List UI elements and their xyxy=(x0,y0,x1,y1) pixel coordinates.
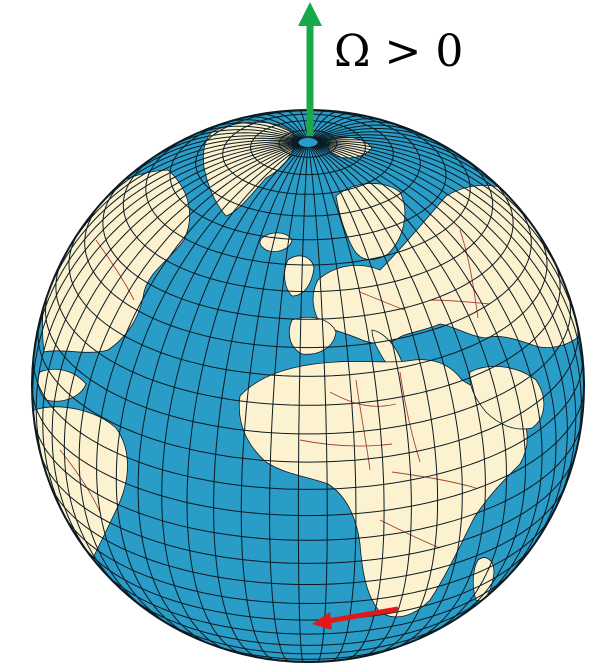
graticule-line xyxy=(297,146,309,662)
graticule-line xyxy=(315,144,527,621)
graticule-line xyxy=(309,146,357,662)
land-arabia xyxy=(469,366,545,430)
land-scandinavia xyxy=(335,183,406,260)
graticule xyxy=(32,110,584,662)
graticule-line xyxy=(308,146,328,662)
graticule-line xyxy=(313,145,463,649)
graticule-line xyxy=(37,322,579,463)
graticule-line xyxy=(49,482,567,585)
graticule-line xyxy=(316,136,516,204)
graticule-line xyxy=(195,110,421,217)
graticule-line xyxy=(311,115,369,139)
graticule-line xyxy=(102,177,514,320)
globe xyxy=(31,109,585,663)
graticule-line xyxy=(240,146,307,661)
graticule-line xyxy=(316,134,490,179)
graticule-line xyxy=(250,120,366,176)
graticule-line xyxy=(145,132,300,164)
graticule-line xyxy=(161,145,304,650)
graticule-line xyxy=(311,146,412,658)
graticule-line xyxy=(84,203,532,349)
graticule-line xyxy=(316,143,557,582)
land-africa xyxy=(238,359,528,618)
graticule-line xyxy=(55,262,561,406)
graticule-line xyxy=(103,571,513,635)
graticule-line xyxy=(278,129,338,158)
motion-arrow xyxy=(312,606,399,630)
graticule-line xyxy=(33,420,583,541)
graticule-line xyxy=(167,129,301,149)
graticule-line xyxy=(62,513,554,605)
rotation-arrow xyxy=(298,2,322,136)
graticule-line xyxy=(35,142,299,483)
graticule-line xyxy=(32,142,299,421)
graticule-line xyxy=(226,119,303,140)
land-eurasia xyxy=(312,185,584,348)
graticule-line xyxy=(122,153,494,293)
graticule-line xyxy=(169,115,447,241)
graticule-line xyxy=(42,143,299,526)
graticule-line xyxy=(162,620,454,655)
graticule-line xyxy=(51,143,300,563)
graticule-line xyxy=(96,144,301,627)
land-british-isles xyxy=(284,255,315,297)
graticule-line xyxy=(243,116,304,139)
graticule-line xyxy=(32,355,584,490)
graticule-line xyxy=(317,142,582,463)
land-iceland xyxy=(259,232,293,252)
graticule-line xyxy=(269,146,308,662)
graticule-line xyxy=(68,232,548,377)
graticule-line xyxy=(317,142,584,400)
graticule-line xyxy=(315,128,439,144)
arrow-left-icon xyxy=(312,612,332,630)
graticule-line xyxy=(130,596,486,646)
graticule-line xyxy=(317,143,577,515)
graticule-line xyxy=(213,146,306,659)
graticule-line xyxy=(222,113,394,195)
land-south-america xyxy=(32,406,128,621)
graticule-line xyxy=(186,146,305,655)
arrow-up-icon xyxy=(298,2,322,26)
motion-arrow-shaft xyxy=(327,606,399,624)
graticule-line xyxy=(313,145,486,642)
graticule-line xyxy=(145,133,471,266)
graticule-line xyxy=(137,145,303,644)
graticule-line xyxy=(310,146,385,660)
graticule-line xyxy=(44,293,572,435)
graticule-line xyxy=(312,146,439,654)
graticule-line xyxy=(92,137,299,214)
graticule-line xyxy=(80,542,536,621)
rotation-label: Ω > 0 xyxy=(334,26,463,77)
graticule-line xyxy=(40,454,576,564)
graticule-line xyxy=(32,385,584,517)
graticule-line xyxy=(78,144,301,613)
graticule-line xyxy=(44,141,299,302)
